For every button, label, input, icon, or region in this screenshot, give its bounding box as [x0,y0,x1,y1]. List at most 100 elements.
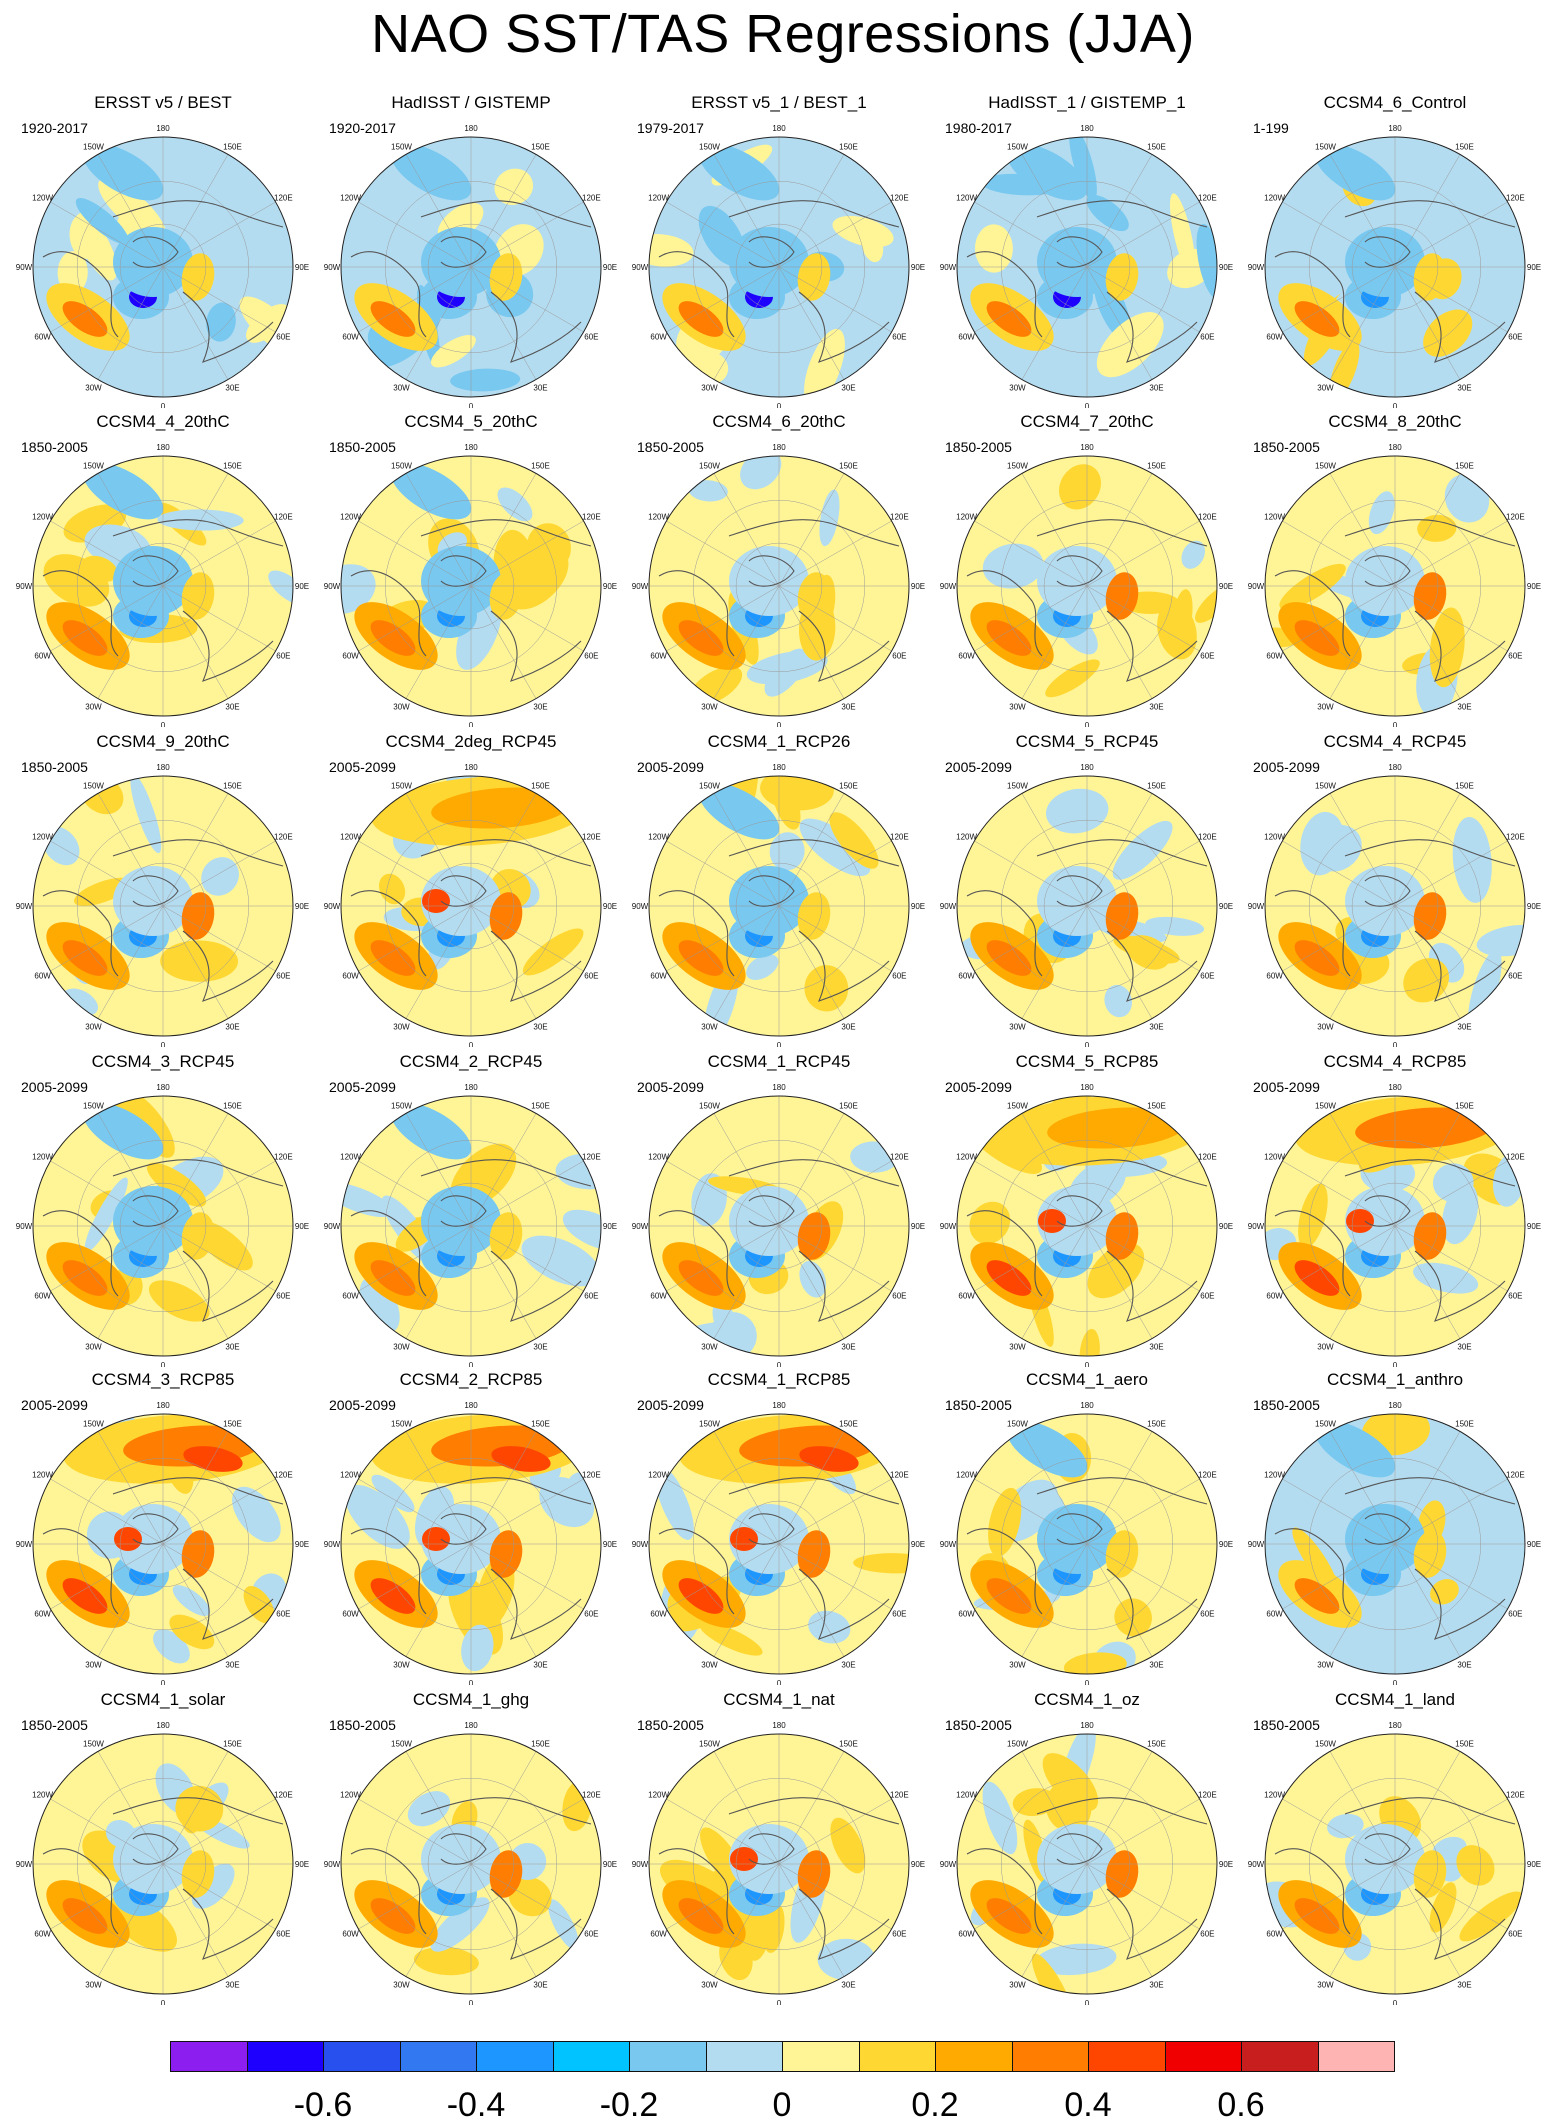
map-panel: CCSM4_1_ghg 180 150E 120E 90E 60E 30E 0 30W 60W 90… [321,1690,621,2005]
panel-title: CCSM4_5_RCP85 [1015,1052,1159,1071]
map-boundary [32,136,294,398]
longitude-label: 30W [85,1980,102,1989]
map-boundary [1264,1733,1526,1995]
map-panel: HadISST_1 / GISTEMP_1 180 150E 120E 90E 60E 30… [937,93,1237,408]
arctic-centre [729,1824,809,1894]
atlantic-warm-core [1294,301,1340,337]
longitude-label: 120E [1198,833,1217,842]
coastlines [350,1477,592,1640]
panel-title: CCSM4_6_Control [1323,93,1467,112]
longitude-label: 0 [161,721,166,727]
eurasian-warm-spot [489,1530,523,1578]
longitude-label: 150E [531,782,550,791]
north-pacific-cool-band [82,1102,164,1160]
longitude-label: 30E [841,1660,855,1669]
panel-period: 2005-2099 [637,1397,704,1413]
arctic-centre [421,1186,501,1256]
panel-period: 1980-2017 [945,120,1012,136]
longitude-label: 0 [1393,1041,1398,1047]
longitude-label: 150E [839,462,858,471]
map-boundary [32,455,294,717]
longitude-label: 30E [225,1022,239,1031]
longitude-label: 150E [839,782,858,791]
coastlines [658,200,900,363]
longitude-label: 30W [1009,1342,1026,1351]
longitude-label: 150E [223,1102,242,1111]
graticule [1265,1096,1525,1356]
map-boundary [340,1095,602,1357]
colorbar-box [629,2041,707,2072]
arctic-centre [1037,1186,1117,1256]
longitude-label: 90E [1219,1222,1233,1231]
map-panel: CCSM4_3_RCP45 180 150E 120E 90E 60E 30E 0 30W 60W… [13,1052,313,1367]
longitude-label: 60W [1266,972,1283,981]
coastlines [966,1477,1208,1640]
longitude-label: 30E [225,383,239,392]
coastlines [658,1797,900,1960]
longitude-label: 150E [1147,462,1166,471]
anomaly-patch [1427,1467,1479,1508]
longitude-label: 60E [276,1292,290,1301]
longitude-label: 120W [956,513,977,522]
coastlines [1274,1159,1516,1322]
regression-field [1265,1096,1525,1356]
map-panel: CCSM4_3_RCP85 180 150E 120E 90E 60E 30E 0 30W 60W… [13,1370,313,1685]
longitude-label: 60W [34,652,51,661]
anomaly-patch [688,480,728,502]
longitude-label: 180 [1388,124,1402,133]
anomaly-patch [1012,1788,1057,1817]
longitude-label: 180 [464,1401,478,1410]
atlantic-warm-core [1294,1578,1340,1614]
graticule [957,1096,1217,1356]
longitude-label: 150W [83,1420,104,1429]
longitude-label: 30W [1317,1342,1334,1351]
map-panel: CCSM4_2_RCP45 180 150E 120E 90E 60E 30E 0 30W 60W… [321,1052,621,1367]
colorbar-box [1088,2041,1166,2072]
longitude-label: 180 [464,763,478,772]
longitude-label: 150W [1007,462,1028,471]
longitude-label: 120W [1264,513,1285,522]
eurasian-warm-spot [1105,1212,1139,1260]
coastlines [966,839,1208,1002]
longitude-label: 30W [1009,383,1026,392]
longitude-label: 180 [1388,443,1402,452]
polar-stereographic-map: 180 150E 120E 90E 60E 30E 0 30W 60W 90W 120W 150W [1248,1083,1541,1367]
eurasian-warm-spot [489,1850,523,1898]
north-pacific-cool-band [698,782,780,840]
longitude-label: 90W [632,1540,649,1549]
atlantic-warm-core [62,1898,108,1934]
longitude-label: 90W [324,1540,341,1549]
panel-period: 1850-2005 [1253,439,1320,455]
panel-title: CCSM4_1_oz [1034,1690,1140,1709]
north-pacific-warm-core [1355,1107,1495,1149]
panel-period: 2005-2099 [21,1397,88,1413]
arctic-centre [729,227,809,297]
longitude-label: 150W [699,1740,720,1749]
panel-title: CCSM4_8_20thC [1328,412,1462,431]
longitude-label: 0 [1085,402,1090,408]
atlantic-warm-core [62,620,108,656]
longitude-label: 30E [225,1342,239,1351]
colorbar-label: 0.2 [911,2086,959,2124]
longitude-label: 120W [32,833,53,842]
longitude-label: 150W [83,1740,104,1749]
map-boundary [648,775,910,1037]
anomaly-patch [655,1466,694,1540]
arctic-centre [729,546,809,616]
longitude-label: 30E [841,1022,855,1031]
longitude-label: 30W [701,1342,718,1351]
panel-period: 1850-2005 [329,439,396,455]
atlantic-warm-core [678,940,724,976]
longitude-label: 150E [531,462,550,471]
coastlines [42,519,284,682]
longitude-label: 60E [892,972,906,981]
longitude-label: 60W [958,1930,975,1939]
longitude-label: 60E [892,1610,906,1619]
anomaly-patch [450,368,521,392]
arctic-centre [421,1824,501,1894]
anomaly-patch [130,776,162,854]
longitude-label: 150E [839,1420,858,1429]
longitude-label: 150W [699,462,720,471]
polar-stereographic-map: 180 150E 120E 90E 60E 30E 0 30W 60W 90W 120W 150W [324,124,617,408]
longitude-label: 90W [632,582,649,591]
